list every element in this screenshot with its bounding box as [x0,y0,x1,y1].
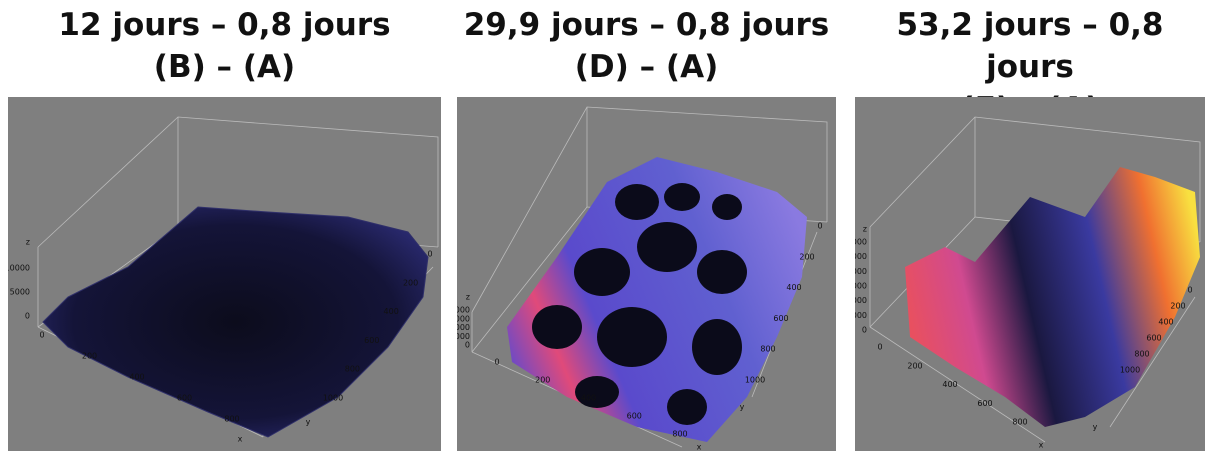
title-line: 12 jours – 0,8 jours [58,7,391,43]
tick-label: x [238,435,243,444]
tick-label: 0 [465,341,470,350]
panel-title: 12 jours – 0,8 jours (B) – (A) [8,4,441,88]
surface-plot: 05000100001500020000z0200400600800x02004… [457,97,836,451]
tick-label: 0 [494,358,499,367]
title-line: 53,2 jours – 0,8 jours [896,7,1164,85]
tick-label: z [26,238,30,247]
tick-label: 600 [177,394,192,403]
tick-label: 15000 [457,314,470,323]
tick-label: 0 [817,222,822,231]
tick-label: y [740,403,745,412]
tick-label: 0 [877,343,882,352]
tick-label: 800 [1134,350,1149,359]
tick-label: 5000 [855,311,867,320]
tick-label: 10000 [8,264,30,273]
tick-label: 10000 [457,323,470,332]
tick-label: y [306,418,311,427]
tick-label: 800 [760,345,775,354]
tick-label: 800 [1012,418,1027,427]
title-line: (D) – (A) [574,49,719,85]
tick-label: x [697,443,702,451]
tick-label: 400 [786,283,801,292]
tick-label: 200 [82,352,97,361]
tick-label: 1000 [745,376,765,385]
tick-label: 20000 [457,306,470,315]
tick-label: 1000 [1120,366,1140,375]
tick-label: 0 [427,250,432,259]
tick-label: 800 [672,430,687,439]
tick-label: 200 [403,278,418,287]
tick-label: 0 [1187,286,1192,295]
tick-label: 5000 [457,332,470,341]
tick-label: 600 [1146,334,1161,343]
tick-label: 800 [345,365,360,374]
tick-label: 200 [535,376,550,385]
tick-label: 200 [907,361,922,370]
tick-label: 800 [224,415,239,424]
tick-label: 0 [862,326,867,335]
tick-label: 400 [129,373,144,382]
surface-plot: 0 5000 10000 z 0 200 400 600 800 x 0 200 400 600 800 10… [8,97,441,451]
tick-label: z [863,225,867,234]
tick-label: 600 [773,314,788,323]
tick-label: z [466,293,470,302]
tick-label: 400 [384,307,399,316]
tick-label: x [1039,441,1044,450]
tick-label: 200 [1170,302,1185,311]
surface-plot: 050001000015000200002500030000z020040060… [855,97,1205,451]
panel-title: 29,9 jours – 0,8 jours (D) – (A) [457,4,836,88]
tick-label: 30000 [855,238,867,247]
tick-label: 15000 [855,282,867,291]
title-line: 29,9 jours – 0,8 jours [463,7,830,43]
tick-label: 400 [1158,318,1173,327]
tick-label: 400 [581,394,596,403]
tick-label: 25000 [855,252,867,261]
tick-label: 20000 [855,267,867,276]
tick-label: 400 [942,380,957,389]
tick-label: 200 [799,252,814,261]
tick-label: 10000 [855,296,867,305]
title-line: (B) – (A) [153,49,296,85]
tick-label: 5000 [10,288,30,297]
tick-label: 0 [39,331,44,340]
tick-label: 1000 [323,394,343,403]
tick-label: 600 [364,336,379,345]
tick-label: 600 [977,399,992,408]
tick-label: 600 [627,412,642,421]
tick-label: 0 [25,312,30,321]
tick-label: y [1093,423,1098,432]
